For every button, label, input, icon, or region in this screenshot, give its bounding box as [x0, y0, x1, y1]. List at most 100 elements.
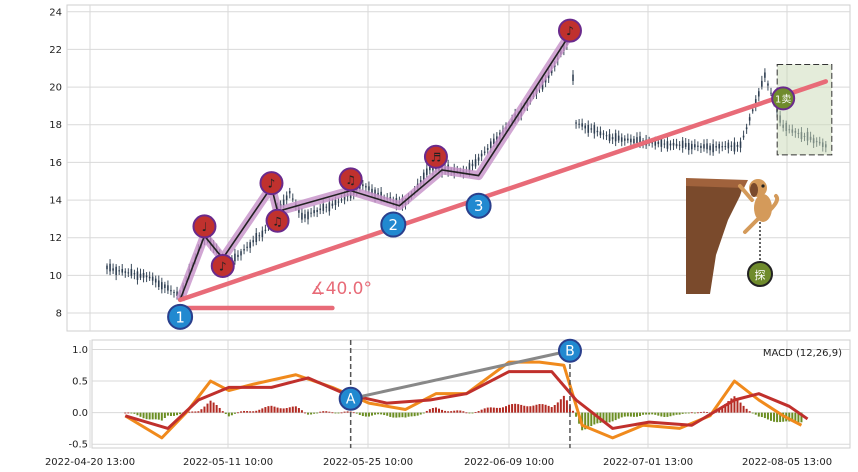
macd-hist-bar — [203, 406, 206, 413]
candle-body — [285, 195, 288, 201]
candle-body — [745, 127, 748, 130]
macd-hist-bar — [206, 403, 209, 413]
macd-hist-bar — [288, 407, 291, 413]
price-y-tick-label: 24 — [49, 7, 62, 18]
macd-hist-bar — [593, 412, 596, 425]
candle-body — [432, 167, 434, 171]
macd-hist-bar — [249, 411, 252, 413]
candle-body — [657, 141, 660, 145]
macd-hist-bar — [550, 407, 553, 413]
macd-hist-bar — [291, 406, 294, 413]
candle-body — [489, 141, 492, 148]
candle-body — [334, 200, 337, 206]
macd-hist-bar — [358, 412, 361, 415]
macd-hist-bar — [258, 409, 261, 413]
dog-icon — [738, 179, 780, 234]
macd-hist-bar — [645, 412, 648, 415]
candle-body — [694, 144, 696, 148]
macd-hist-bar — [447, 411, 450, 413]
macd-hist-bar — [492, 407, 495, 413]
cliff-top — [686, 178, 748, 188]
macd-hist-bar — [437, 408, 440, 413]
macd-markers: AB — [338, 338, 582, 448]
macd-hist-bar — [160, 412, 163, 421]
candle-body — [139, 273, 142, 278]
candle-body — [176, 291, 178, 296]
x-tick-label: 2022-07-01 13:00 — [603, 457, 693, 468]
macd-hist-bar — [148, 412, 151, 420]
candle-body — [697, 145, 699, 147]
candle-body — [173, 292, 175, 294]
candle-body — [282, 199, 285, 206]
candle-body — [602, 133, 605, 135]
candle-body — [313, 210, 315, 214]
macd-hist-bar — [763, 412, 766, 419]
blue-number-marker — [380, 211, 407, 238]
candle-body — [651, 142, 654, 144]
candle-body — [474, 159, 477, 167]
candle-body — [365, 185, 367, 188]
macd-hist-bar — [724, 403, 727, 413]
macd-hist-bar — [617, 412, 620, 419]
red-note-marker — [557, 18, 582, 43]
macd-hist-bar — [364, 412, 367, 417]
macd-hist-bar — [252, 411, 255, 413]
red-note-glyph: ♩ — [202, 220, 208, 234]
macd-hist-bar — [769, 412, 772, 421]
zigzag-line — [179, 33, 571, 301]
candle-body — [672, 142, 675, 146]
macd-hist-bar — [462, 411, 465, 413]
macd-hist-bar — [733, 396, 736, 413]
macd-hist-bar — [614, 412, 617, 421]
candle-body — [145, 275, 148, 278]
macd-hist-bar — [736, 399, 739, 413]
macd-hist-bar — [590, 412, 593, 427]
candle-body — [724, 145, 727, 147]
candle-body — [243, 249, 245, 251]
macd-hist-bar — [334, 412, 337, 414]
candle-body — [124, 271, 127, 273]
candle-body — [666, 141, 669, 149]
macd-hist-bar — [224, 412, 227, 415]
macd-hist-bar — [361, 412, 364, 417]
macd-hist-bar — [389, 412, 392, 417]
macd-hist-bar — [526, 406, 529, 413]
candle-body — [264, 229, 267, 231]
candle-body — [322, 203, 325, 211]
macd-hist-bar — [142, 412, 145, 419]
macd-hist-bar — [331, 412, 334, 414]
candle-body — [669, 143, 672, 146]
blue-number-label: 1 — [175, 308, 185, 326]
macd-hist-bar — [681, 412, 684, 414]
macd-y-tick-label: 0.5 — [72, 377, 88, 388]
candle-body — [715, 146, 717, 148]
candle-body — [142, 272, 145, 278]
candle-body — [106, 265, 108, 270]
candle-body — [611, 137, 614, 140]
macd-hist-bar — [666, 412, 669, 417]
macd-hist-bar — [352, 412, 355, 414]
price-y-tick-label: 20 — [49, 83, 62, 94]
macd-hist-bar — [419, 412, 422, 415]
macd-y-tick-label: 1.0 — [72, 345, 88, 356]
sell-marker-label: 1卖 — [775, 93, 791, 105]
macd-hist-bar — [343, 411, 346, 413]
macd-hist-bar — [587, 412, 590, 428]
divergence-marker-label: B — [565, 344, 575, 360]
candle-body — [252, 240, 254, 243]
macd-hist-bar — [209, 400, 212, 413]
macd-hist-bar — [212, 402, 215, 413]
red-note-marker — [338, 167, 363, 192]
macd-hist-bar — [383, 412, 386, 416]
candle-body — [623, 138, 626, 141]
macd-hist-bar — [483, 408, 486, 413]
macd-hist-bar — [173, 412, 176, 416]
candle-body — [550, 70, 553, 74]
candle-body — [337, 201, 340, 203]
macd-hist-bar — [431, 408, 434, 413]
macd-hist-bar — [669, 412, 672, 417]
candle-body — [109, 263, 111, 272]
candle-body — [572, 74, 574, 82]
marker-layer: ♩ ♪ ♪ ♫ ♫ ♬ ♪ 1 2 3 1卖 — [167, 18, 796, 330]
